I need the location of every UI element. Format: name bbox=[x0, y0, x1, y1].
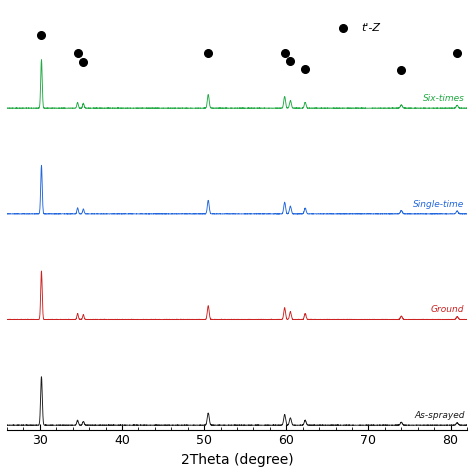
Text: As-sprayed: As-sprayed bbox=[414, 411, 465, 420]
Text: t'-Z: t'-Z bbox=[361, 23, 380, 33]
Text: Single-time: Single-time bbox=[413, 200, 465, 209]
X-axis label: 2Theta (degree): 2Theta (degree) bbox=[181, 453, 293, 467]
Text: Six-times: Six-times bbox=[423, 94, 465, 103]
Text: Ground: Ground bbox=[431, 305, 465, 314]
